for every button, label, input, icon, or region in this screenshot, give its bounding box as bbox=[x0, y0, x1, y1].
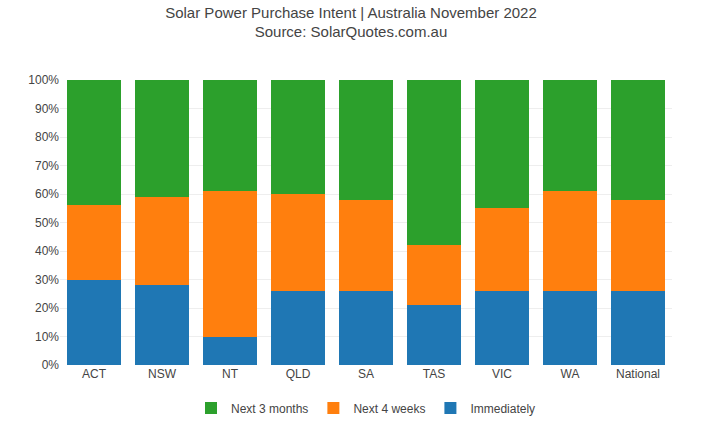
svg-text:QLD: QLD bbox=[286, 367, 311, 381]
svg-text:VIC: VIC bbox=[492, 367, 512, 381]
svg-text:90%: 90% bbox=[35, 102, 59, 116]
svg-text:TAS: TAS bbox=[423, 367, 445, 381]
svg-text:100%: 100% bbox=[28, 73, 59, 87]
svg-text:ACT: ACT bbox=[82, 367, 107, 381]
svg-text:NSW: NSW bbox=[148, 367, 177, 381]
svg-text:60%: 60% bbox=[35, 187, 59, 201]
svg-text:50%: 50% bbox=[35, 216, 59, 230]
svg-text:Next 3 months: Next 3 months bbox=[231, 402, 308, 416]
svg-text:NT: NT bbox=[222, 367, 239, 381]
svg-text:WA: WA bbox=[561, 367, 580, 381]
svg-text:Next 4 weeks: Next 4 weeks bbox=[353, 402, 425, 416]
svg-text:40%: 40% bbox=[35, 244, 59, 258]
svg-text:0%: 0% bbox=[42, 358, 60, 372]
svg-text:Immediately: Immediately bbox=[470, 402, 535, 416]
svg-text:10%: 10% bbox=[35, 330, 59, 344]
svg-text:Solar Power Purchase Intent |: Solar Power Purchase Intent | Australia … bbox=[165, 4, 537, 41]
svg-text:80%: 80% bbox=[35, 130, 59, 144]
svg-text:30%: 30% bbox=[35, 273, 59, 287]
svg-text:SA: SA bbox=[358, 367, 374, 381]
svg-text:70%: 70% bbox=[35, 159, 59, 173]
svg-text:20%: 20% bbox=[35, 301, 59, 315]
svg-text:National: National bbox=[616, 367, 660, 381]
